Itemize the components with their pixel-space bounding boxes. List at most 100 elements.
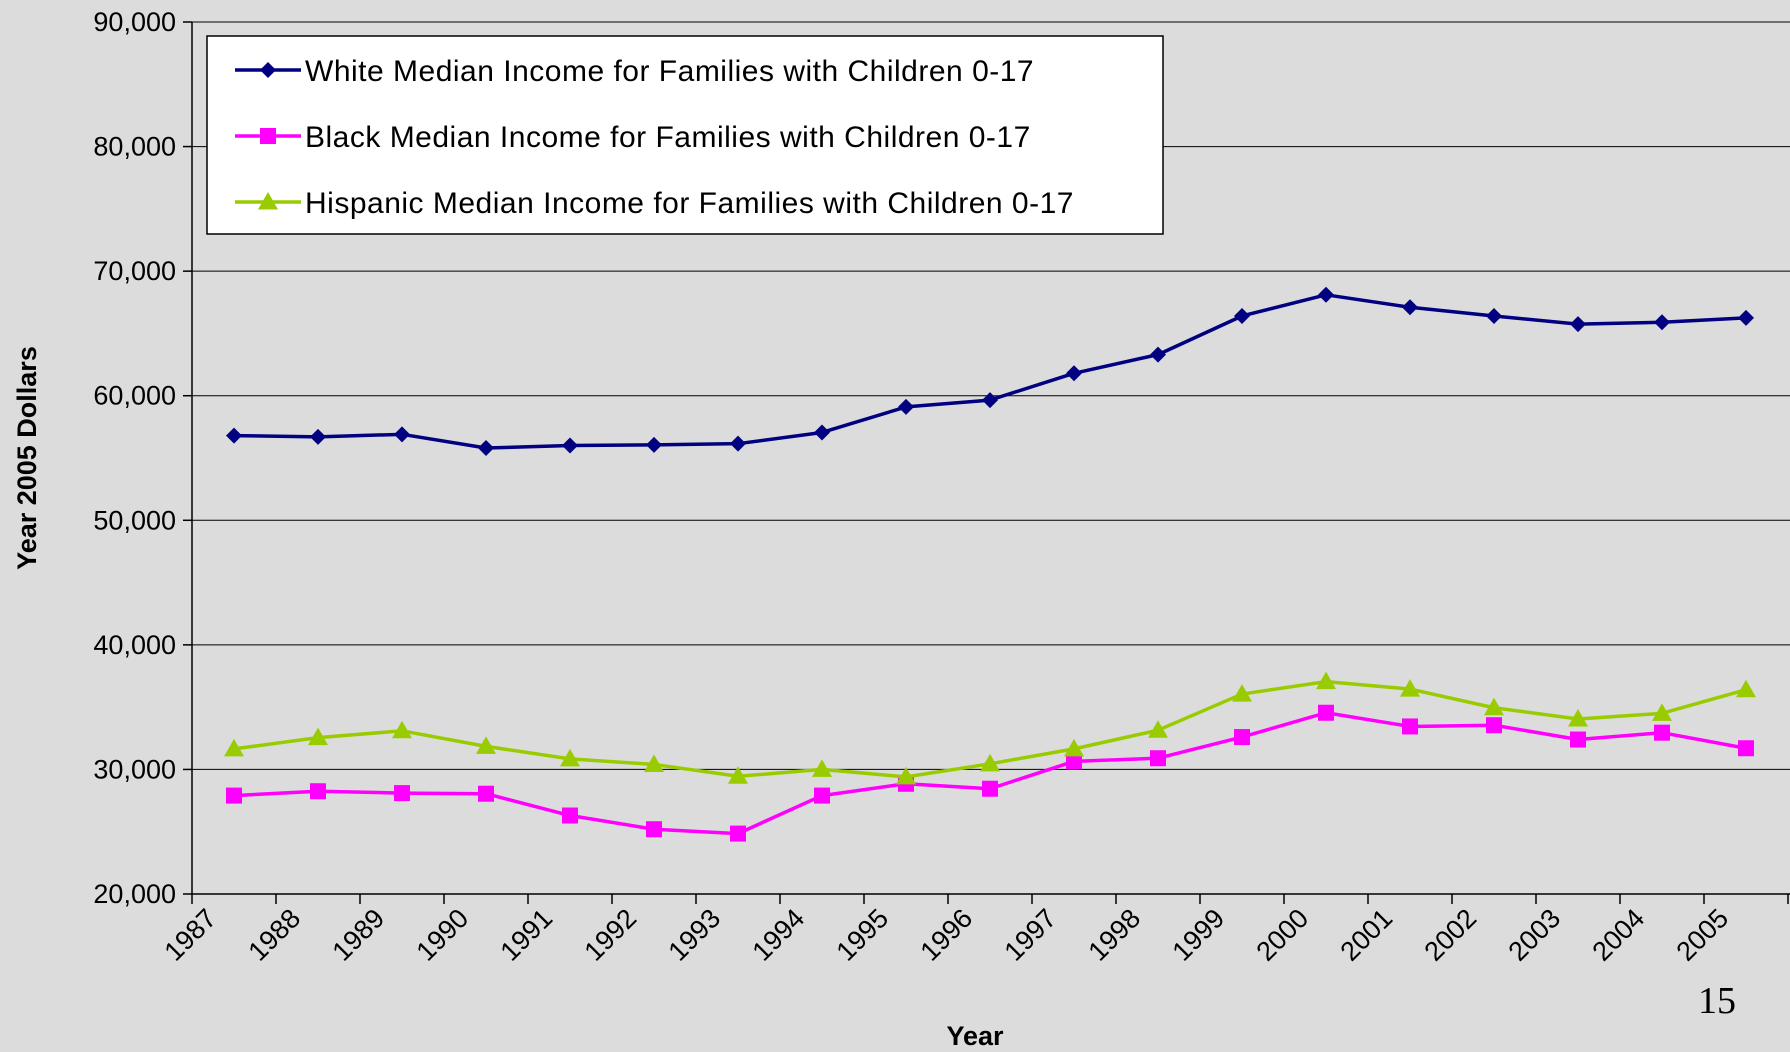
data-point [260,62,276,78]
data-point [982,392,998,409]
x-tick-label: 1995 [831,903,895,967]
x-tick-label: 2001 [1335,903,1399,967]
x-tick-label: 1991 [495,903,559,967]
data-point [644,754,664,772]
legend-label: Hispanic Median Income for Families with… [305,187,1074,220]
data-point [226,427,242,444]
data-point [728,766,748,784]
x-tick-label: 1994 [747,903,811,967]
x-tick-label: 2005 [1671,903,1735,967]
page-number: 15 [1698,980,1736,1022]
data-point [1400,679,1420,697]
data-point [310,428,326,445]
legend-entry: White Median Income for Families with Ch… [235,55,1034,88]
x-tick-label: 1988 [243,903,307,967]
x-tick-label: 2003 [1503,903,1567,967]
data-point [896,766,916,785]
data-point [1486,307,1502,324]
data-point [1232,684,1252,702]
data-point [1066,365,1082,382]
x-tick-label: 1997 [999,903,1063,967]
y-tick-label: 50,000 [93,505,176,535]
data-point [982,780,998,797]
data-point [1318,286,1334,303]
data-point [1654,724,1670,741]
data-point [1316,671,1336,690]
x-tick-label: 1993 [663,903,727,967]
data-point [258,192,278,210]
series-lines [224,286,1756,842]
data-point [1738,740,1754,757]
x-tick-label: 2004 [1587,903,1651,967]
data-point [1568,708,1588,727]
x-tick-label: 1990 [411,903,475,967]
data-point [226,787,242,804]
data-point [1150,346,1166,363]
data-point [394,426,410,443]
x-tick-label: 1998 [1083,903,1147,967]
data-point [898,398,914,415]
data-point [1654,314,1670,331]
y-axis-title: Year 2005 Dollars [12,346,42,570]
y-tick-label: 20,000 [93,879,176,909]
data-point [310,783,326,800]
legend: White Median Income for Families with Ch… [206,35,1164,235]
data-point [1570,731,1586,748]
data-point [980,753,1000,772]
data-point [1150,750,1166,767]
x-tick-label: 1992 [579,903,643,967]
x-tick-label: 1996 [915,903,979,967]
x-axis-title: Year [946,1021,1004,1051]
data-point [1486,717,1502,734]
series-line [233,293,1747,450]
data-point [814,424,830,441]
y-tick-label: 80,000 [93,132,176,162]
data-point [1570,316,1586,333]
data-point [560,748,580,767]
data-point [562,437,578,454]
data-point [562,807,578,824]
data-point [392,720,412,739]
legend-box [206,35,1164,235]
data-point [1402,299,1418,316]
legend-label: Black Median Income for Families with Ch… [305,121,1031,154]
y-tick-label: 40,000 [93,630,176,660]
data-point [1066,753,1082,770]
data-point [476,736,496,754]
data-point [1234,729,1250,746]
legend-entry: Hispanic Median Income for Families with… [235,187,1074,220]
data-point [1402,718,1418,735]
legend-entry: Black Median Income for Families with Ch… [235,121,1031,154]
data-point [646,436,662,453]
data-point [812,759,832,777]
data-point [260,128,276,144]
series-line [233,710,1747,836]
data-point [646,821,662,838]
x-tick-label: 1989 [327,903,391,967]
data-point [308,727,328,746]
data-point [478,440,494,457]
data-point [1736,679,1756,698]
x-tick-label: 1999 [1167,903,1231,967]
x-tick-label: 1987 [159,903,223,967]
series-1 [226,286,1754,457]
data-point [224,738,244,757]
data-point [394,785,410,802]
series-3 [224,671,1756,785]
y-tick-label: 90,000 [93,7,176,37]
x-tick-label: 2002 [1419,903,1483,967]
y-tick-label: 70,000 [93,256,176,286]
x-tick-label: 2000 [1251,903,1315,967]
series-2 [226,704,1754,842]
y-tick-label: 30,000 [93,754,176,784]
data-point [1318,704,1334,721]
data-point [1484,697,1504,716]
data-point [1064,738,1084,757]
data-point [814,787,830,804]
data-point [1738,309,1754,326]
data-point [478,785,494,802]
y-tick-label: 60,000 [93,381,176,411]
data-point [730,435,746,452]
